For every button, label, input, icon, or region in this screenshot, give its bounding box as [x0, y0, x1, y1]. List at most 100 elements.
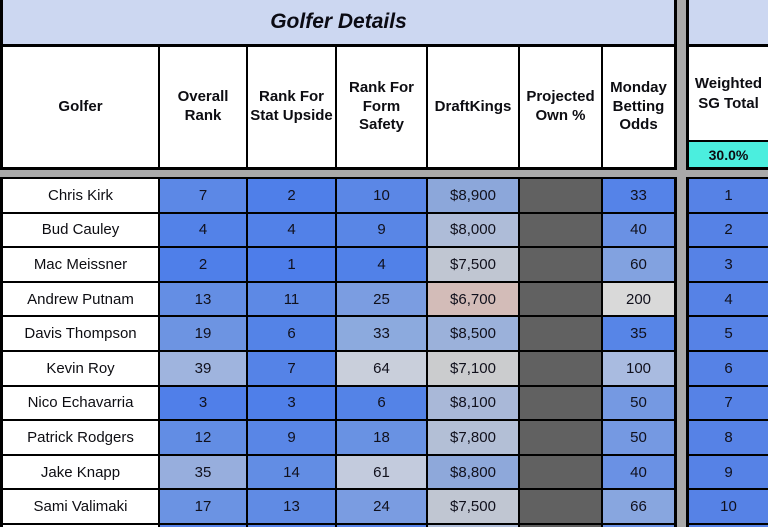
golfer-name-cell[interactable]: Nico Echavarria [3, 386, 160, 420]
column-header-draftkings[interactable]: DraftKings [428, 47, 520, 167]
cell-monday-odds[interactable]: 50 [603, 386, 674, 420]
golfer-name-cell[interactable]: Kevin Roy [3, 351, 160, 385]
cell-draftkings[interactable]: $8,500 [428, 317, 520, 350]
cell-monday-odds[interactable]: 35 [603, 317, 674, 350]
cell-projected-own[interactable] [520, 386, 603, 420]
cell-draftkings[interactable]: $7,100 [428, 351, 520, 385]
weighted-sg-rank-cell[interactable]: 8 [689, 421, 768, 456]
cell-draftkings[interactable]: $7,800 [428, 421, 520, 454]
cell-draftkings[interactable] [428, 524, 520, 527]
cell-projected-own[interactable] [520, 421, 603, 454]
cell-monday-odds[interactable]: 60 [603, 248, 674, 281]
golfer-name-cell[interactable]: Jake Knapp [3, 455, 160, 489]
weighted-sg-rank-cell[interactable]: 5 [689, 317, 768, 352]
cell-monday-odds[interactable]: 50 [603, 421, 674, 454]
weighted-sg-rank-cell[interactable]: 9 [689, 455, 768, 491]
cell-stat-upside[interactable]: 2 [248, 179, 337, 212]
table-row: Kevin Roy 39 7 64 $7,100 100 [3, 351, 674, 387]
cell-overall-rank[interactable]: 3 [160, 386, 248, 420]
column-header-overall-rank[interactable]: Overall Rank [160, 47, 248, 167]
weight-percent-cell[interactable]: 30.0% [689, 140, 768, 167]
cell-monday-odds[interactable]: 66 [603, 490, 674, 523]
cell-form-safety[interactable]: 25 [337, 282, 428, 316]
cell-stat-upside[interactable]: 3 [248, 386, 337, 420]
table-title[interactable]: Golfer Details [3, 0, 674, 47]
cell-overall-rank[interactable]: 2 [160, 248, 248, 281]
cell-stat-upside[interactable]: 11 [248, 282, 337, 316]
cell-overall-rank[interactable]: 12 [160, 421, 248, 454]
cell-stat-upside[interactable]: 14 [248, 455, 337, 489]
golfer-name-cell[interactable]: Bud Cauley [3, 213, 160, 247]
golfer-name-cell[interactable] [3, 524, 160, 527]
golfer-name-cell[interactable]: Davis Thompson [3, 317, 160, 350]
cell-draftkings[interactable]: $8,000 [428, 213, 520, 247]
cell-monday-odds[interactable]: 40 [603, 213, 674, 247]
weighted-sg-rank-cell[interactable]: 7 [689, 386, 768, 422]
cell-projected-own[interactable] [520, 351, 603, 385]
cell-stat-upside[interactable]: 4 [248, 213, 337, 247]
cell-form-safety[interactable]: 64 [337, 351, 428, 385]
cell-form-safety[interactable]: 18 [337, 421, 428, 454]
cell-stat-upside[interactable]: 6 [248, 317, 337, 350]
cell-form-safety[interactable]: 4 [337, 248, 428, 281]
column-header-golfer[interactable]: Golfer [3, 47, 160, 167]
cell-projected-own[interactable] [520, 524, 603, 527]
cell-monday-odds[interactable]: 33 [603, 179, 674, 212]
golfer-name-cell[interactable]: Patrick Rodgers [3, 421, 160, 454]
cell-draftkings[interactable]: $8,800 [428, 455, 520, 489]
golfer-name-cell[interactable]: Chris Kirk [3, 179, 160, 212]
cell-overall-rank[interactable] [160, 524, 248, 527]
column-header-projected-own[interactable]: Projected Own % [520, 47, 603, 167]
golfer-name-cell[interactable]: Mac Meissner [3, 248, 160, 281]
golfer-name-cell[interactable]: Andrew Putnam [3, 282, 160, 316]
cell-projected-own[interactable] [520, 248, 603, 281]
cell-monday-odds[interactable]: 40 [603, 455, 674, 489]
cell-overall-rank[interactable]: 4 [160, 213, 248, 247]
weighted-sg-rank-cell[interactable]: 10 [689, 490, 768, 525]
cell-overall-rank[interactable]: 13 [160, 282, 248, 316]
cell-projected-own[interactable] [520, 490, 603, 523]
cell-overall-rank[interactable]: 7 [160, 179, 248, 212]
cell-monday-odds[interactable]: 100 [603, 351, 674, 385]
cell-projected-own[interactable] [520, 455, 603, 489]
cell-draftkings[interactable]: $8,900 [428, 179, 520, 212]
cell-draftkings[interactable]: $8,100 [428, 386, 520, 420]
cell-monday-odds[interactable] [603, 524, 674, 527]
cell-form-safety[interactable]: 10 [337, 179, 428, 212]
cell-form-safety[interactable]: 61 [337, 455, 428, 489]
cell-projected-own[interactable] [520, 282, 603, 316]
weighted-sg-rank-cell[interactable]: 6 [689, 351, 768, 387]
cell-form-safety[interactable]: 9 [337, 213, 428, 247]
cell-stat-upside[interactable]: 13 [248, 490, 337, 523]
golfer-name-cell[interactable]: Sami Valimaki [3, 490, 160, 523]
column-header-monday-odds[interactable]: Monday Betting Odds [603, 47, 674, 167]
cell-projected-own[interactable] [520, 179, 603, 212]
cell-overall-rank[interactable]: 19 [160, 317, 248, 350]
cell-draftkings[interactable]: $6,700 [428, 282, 520, 316]
weighted-sg-rank-cell[interactable]: 4 [689, 282, 768, 318]
cell-stat-upside[interactable] [248, 524, 337, 527]
side-panel-title[interactable]: Weighted SG Total [694, 75, 763, 112]
cell-monday-odds[interactable]: 200 [603, 282, 674, 316]
cell-stat-upside[interactable]: 9 [248, 421, 337, 454]
weighted-sg-rank-cell[interactable]: 1 [689, 179, 768, 214]
cell-draftkings[interactable]: $7,500 [428, 248, 520, 281]
column-header-form-safety[interactable]: Rank For Form Safety [337, 47, 428, 167]
weighted-sg-rank-cell[interactable]: 2 [689, 213, 768, 249]
cell-form-safety[interactable] [337, 524, 428, 527]
cell-form-safety[interactable]: 24 [337, 490, 428, 523]
table-row: Andrew Putnam 13 11 25 $6,700 200 [3, 282, 674, 318]
cell-projected-own[interactable] [520, 317, 603, 350]
weighted-sg-rank-cell[interactable]: 3 [689, 248, 768, 283]
cell-overall-rank[interactable]: 17 [160, 490, 248, 523]
cell-projected-own[interactable] [520, 213, 603, 247]
weighted-sg-rank-cell[interactable] [689, 524, 768, 527]
cell-overall-rank[interactable]: 39 [160, 351, 248, 385]
cell-form-safety[interactable]: 6 [337, 386, 428, 420]
cell-stat-upside[interactable]: 1 [248, 248, 337, 281]
column-header-stat-upside[interactable]: Rank For Stat Upside [248, 47, 337, 167]
cell-draftkings[interactable]: $7,500 [428, 490, 520, 523]
cell-overall-rank[interactable]: 35 [160, 455, 248, 489]
cell-form-safety[interactable]: 33 [337, 317, 428, 350]
cell-stat-upside[interactable]: 7 [248, 351, 337, 385]
